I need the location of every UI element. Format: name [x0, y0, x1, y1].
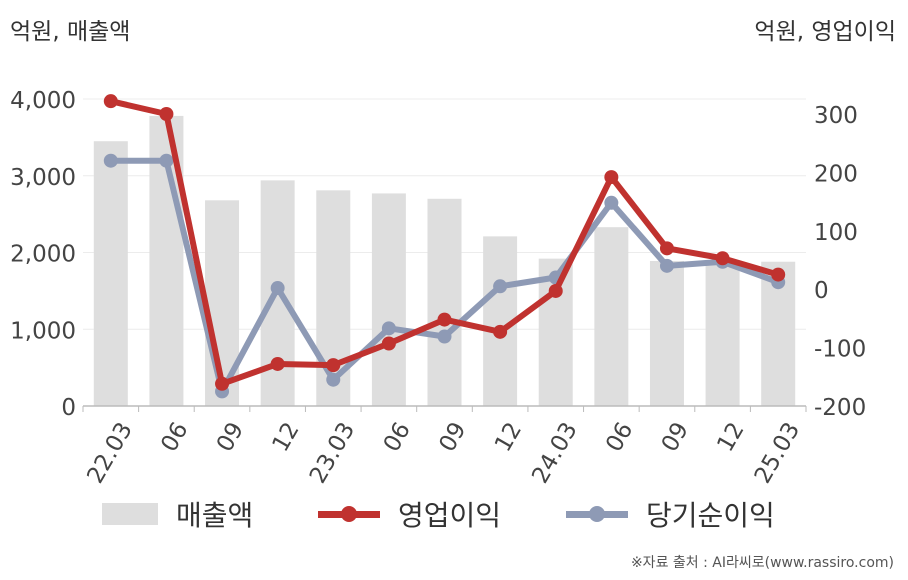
y-left-tick-label: 4,000: [10, 88, 76, 114]
x-tick-label: 25.03: [750, 418, 805, 488]
point-net-income: [326, 372, 341, 387]
bar-revenue: [594, 227, 629, 406]
point-operating-profit: [326, 358, 341, 373]
point-operating-profit: [771, 267, 786, 282]
bar-revenue: [649, 260, 684, 406]
legend-item-revenue: 매출액: [102, 492, 253, 536]
x-tick-label: 12: [268, 418, 305, 456]
y-left-tick-label: 0: [61, 395, 76, 421]
legend-swatch-net-income: [566, 503, 628, 525]
point-net-income: [381, 321, 396, 336]
x-tick-label: 24.03: [527, 418, 582, 488]
bar-revenue: [371, 193, 406, 406]
point-operating-profit: [493, 324, 508, 339]
point-operating-profit: [159, 107, 174, 121]
y-right-tick-label: 100: [814, 220, 858, 246]
point-operating-profit: [381, 336, 396, 351]
point-net-income: [270, 281, 285, 296]
x-tick-label: 09: [212, 418, 249, 456]
y-right-tick-label: 200: [814, 161, 858, 187]
point-operating-profit: [103, 94, 118, 109]
point-net-income: [103, 153, 118, 168]
point-operating-profit: [270, 356, 285, 371]
combo-chart: 0 1,000 2,000 3,000 4,000 -200 -100 0 100 200 300 2…: [10, 88, 866, 488]
bar-revenue: [705, 260, 740, 406]
legend-swatch-operating-profit: [318, 503, 380, 525]
y-left-tick-label: 2,000: [10, 242, 76, 268]
x-tick-label: 06: [156, 418, 193, 456]
source-credit: ※자료 출처 : AI라씨로(www.rassiro.com): [630, 555, 894, 571]
x-tick-label: 09: [434, 418, 471, 456]
legend-label-revenue: 매출액: [176, 499, 254, 532]
y-left-tick-label: 3,000: [10, 165, 76, 191]
x-tick-label: 09: [657, 418, 694, 456]
point-net-income: [604, 195, 619, 210]
y-left-tick-label: 1,000: [10, 318, 76, 344]
legend-item-net-income: 당기순이익: [566, 492, 775, 536]
point-operating-profit: [437, 312, 452, 327]
y-right-tick-label: -100: [814, 337, 866, 363]
profit-lines: [103, 94, 786, 399]
x-tick-label: 12: [712, 418, 749, 456]
revenue-bars: [93, 115, 796, 406]
point-operating-profit: [715, 251, 730, 266]
x-tick-label: 06: [601, 418, 638, 456]
bar-revenue: [93, 141, 128, 406]
x-tick-label: 12: [490, 418, 527, 456]
point-operating-profit: [215, 376, 230, 391]
x-tick-label: 06: [379, 418, 416, 456]
x-tick-label: 22.03: [82, 418, 137, 488]
left-axis-unit: 억원, 매출액: [10, 19, 131, 45]
y-right-tick-label: 300: [814, 103, 858, 129]
y-right-tick-label: -200: [814, 395, 866, 421]
legend-label-net-income: 당기순이익: [646, 499, 775, 532]
point-net-income: [437, 329, 452, 344]
point-operating-profit: [604, 170, 619, 185]
axes: [82, 405, 807, 412]
point-operating-profit: [548, 283, 563, 298]
legend-item-operating-profit: 영업이익: [318, 492, 501, 536]
x-tick-label: 23.03: [305, 418, 360, 488]
point-net-income: [493, 279, 508, 294]
y-right-tick-label: 0: [814, 278, 829, 304]
legend-swatch-revenue: [102, 503, 158, 525]
bar-revenue: [427, 198, 462, 406]
point-operating-profit: [659, 241, 674, 256]
point-net-income: [659, 258, 674, 273]
right-axis-unit: 억원, 영업이익: [754, 19, 896, 45]
point-net-income: [159, 153, 174, 168]
legend-label-operating-profit: 영업이익: [398, 499, 502, 532]
